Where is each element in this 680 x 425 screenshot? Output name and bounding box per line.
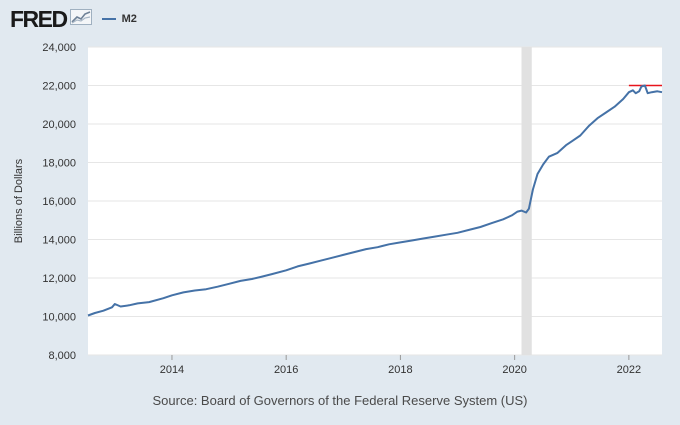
y-tick-label: 18,000 [42, 158, 76, 170]
legend: M2 [101, 13, 137, 25]
line-chart-icon [69, 8, 92, 30]
source-note: Source: Board of Governors of the Federa… [152, 393, 528, 408]
fred-logo[interactable]: FRED [10, 5, 68, 32]
y-tick-label: 12,000 [42, 273, 76, 285]
chart-header: FRED M2 [10, 6, 137, 32]
x-tick-label: 2014 [160, 364, 184, 376]
x-tick-label: 2016 [274, 364, 298, 376]
y-tick-label: 20,000 [42, 119, 76, 131]
y-tick-label: 16,000 [42, 196, 76, 208]
x-tick-label: 2022 [617, 364, 641, 376]
y-tick-label: 8,000 [48, 350, 76, 362]
series-line-m2 [87, 84, 663, 317]
recession-band [521, 47, 532, 355]
y-tick-label: 22,000 [42, 81, 76, 93]
legend-label: M2 [121, 13, 137, 25]
legend-swatch [101, 18, 116, 20]
x-tick-label: 2018 [388, 364, 412, 376]
y-axis-label: Billions of Dollars [13, 158, 25, 243]
y-tick-label: 24,000 [42, 42, 76, 54]
x-tick-label: 2020 [502, 364, 526, 376]
y-tick-label: 10,000 [42, 312, 76, 324]
y-tick-label: 14,000 [42, 235, 76, 247]
